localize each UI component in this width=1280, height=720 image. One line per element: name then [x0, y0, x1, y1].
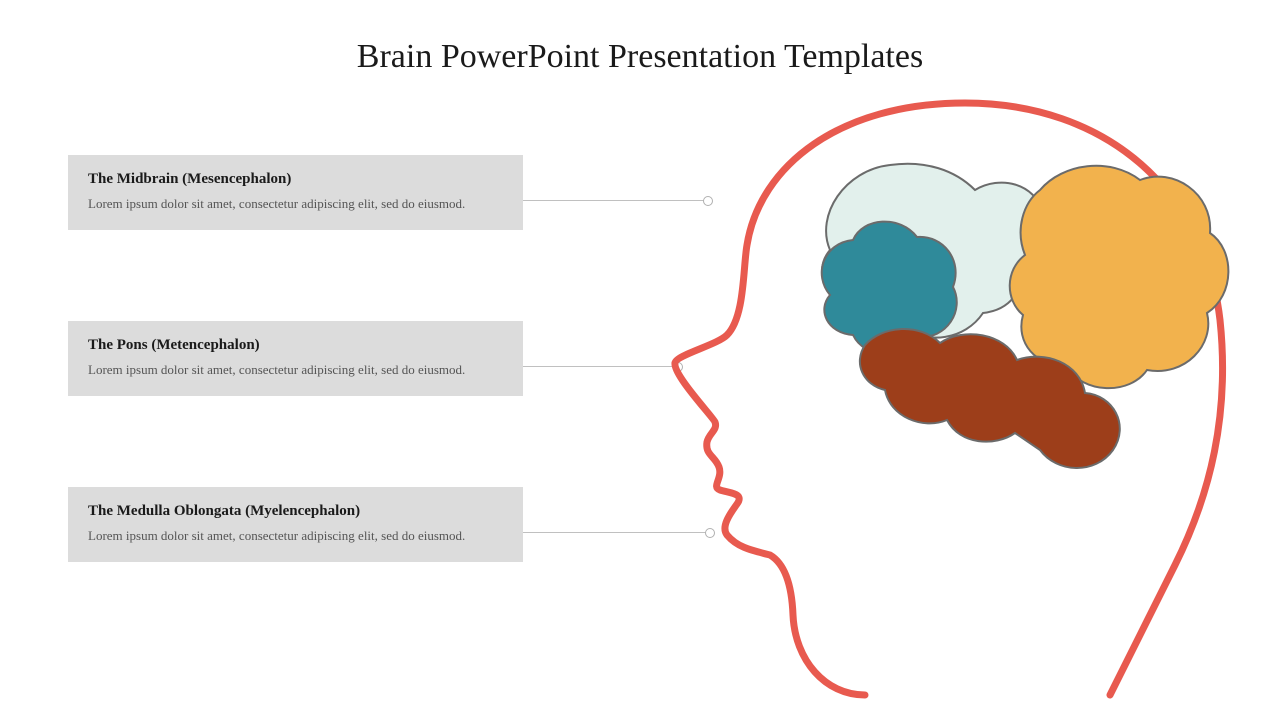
- info-box-1-title: The Midbrain (Mesencephalon): [88, 171, 503, 188]
- info-box-2-title: The Pons (Metencephalon): [88, 337, 503, 354]
- brain-lobe-orange-icon: [1010, 166, 1229, 388]
- info-box-2-desc: Lorem ipsum dolor sit amet, consectetur …: [88, 360, 503, 380]
- connector-2: [523, 366, 678, 367]
- info-box-3: The Medulla Oblongata (Myelencephalon) L…: [68, 487, 523, 562]
- info-box-3-title: The Medulla Oblongata (Myelencephalon): [88, 503, 503, 520]
- head-brain-illustration: [665, 95, 1235, 705]
- info-box-1: The Midbrain (Mesencephalon) Lorem ipsum…: [68, 155, 523, 230]
- slide-title: Brain PowerPoint Presentation Templates: [0, 38, 1280, 76]
- info-box-2: The Pons (Metencephalon) Lorem ipsum dol…: [68, 321, 523, 396]
- info-box-3-desc: Lorem ipsum dolor sit amet, consectetur …: [88, 526, 503, 546]
- info-box-1-desc: Lorem ipsum dolor sit amet, consectetur …: [88, 194, 503, 214]
